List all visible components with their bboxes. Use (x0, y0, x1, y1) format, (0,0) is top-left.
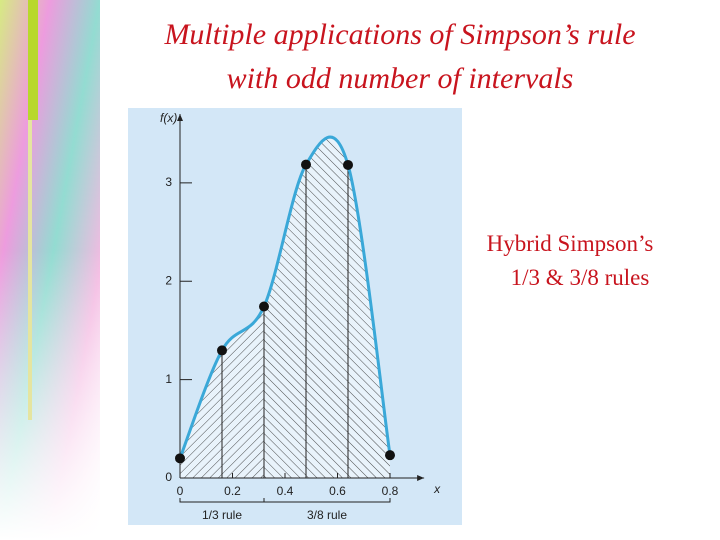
x-arrow (417, 475, 425, 481)
data-point (385, 450, 395, 461)
data-point (259, 301, 269, 312)
y-tick-label: 3 (165, 175, 172, 189)
rule-bracket (263, 498, 391, 503)
y-tick-label: 0 (165, 470, 172, 484)
title-line: Multiple applications of Simpson’s rule (163, 18, 635, 51)
x-axis-label: x (433, 482, 441, 496)
side-text: 1/3 & 3/8 rules (511, 265, 650, 290)
data-point (175, 453, 185, 464)
x-tick-label: 0.2 (224, 484, 241, 498)
side-text: Hybrid Simpson’s (487, 231, 654, 256)
y-arrow (177, 114, 183, 121)
y-tick-label: 2 (165, 273, 172, 287)
y-axis-label: f(x) (160, 111, 177, 125)
data-point (217, 345, 227, 356)
rule-label: 3/8 rule (307, 508, 347, 522)
x-tick-label: 0.6 (329, 484, 346, 498)
x-tick-label: 0 (177, 484, 184, 498)
rule-label: 1/3 rule (202, 508, 242, 522)
data-point (343, 159, 353, 170)
chart: f(x) x 0 1 2 3 0 0.2 0.4 0.6 0.8 1/3 rule 3/8 rule (160, 111, 441, 522)
x-tick-label: 0.4 (277, 484, 294, 498)
data-point (301, 159, 311, 170)
decoration (0, 0, 100, 540)
title-line: with odd number of intervals (227, 62, 574, 95)
x-tick-label: 0.8 (382, 484, 399, 498)
y-tick-label: 1 (165, 372, 172, 386)
